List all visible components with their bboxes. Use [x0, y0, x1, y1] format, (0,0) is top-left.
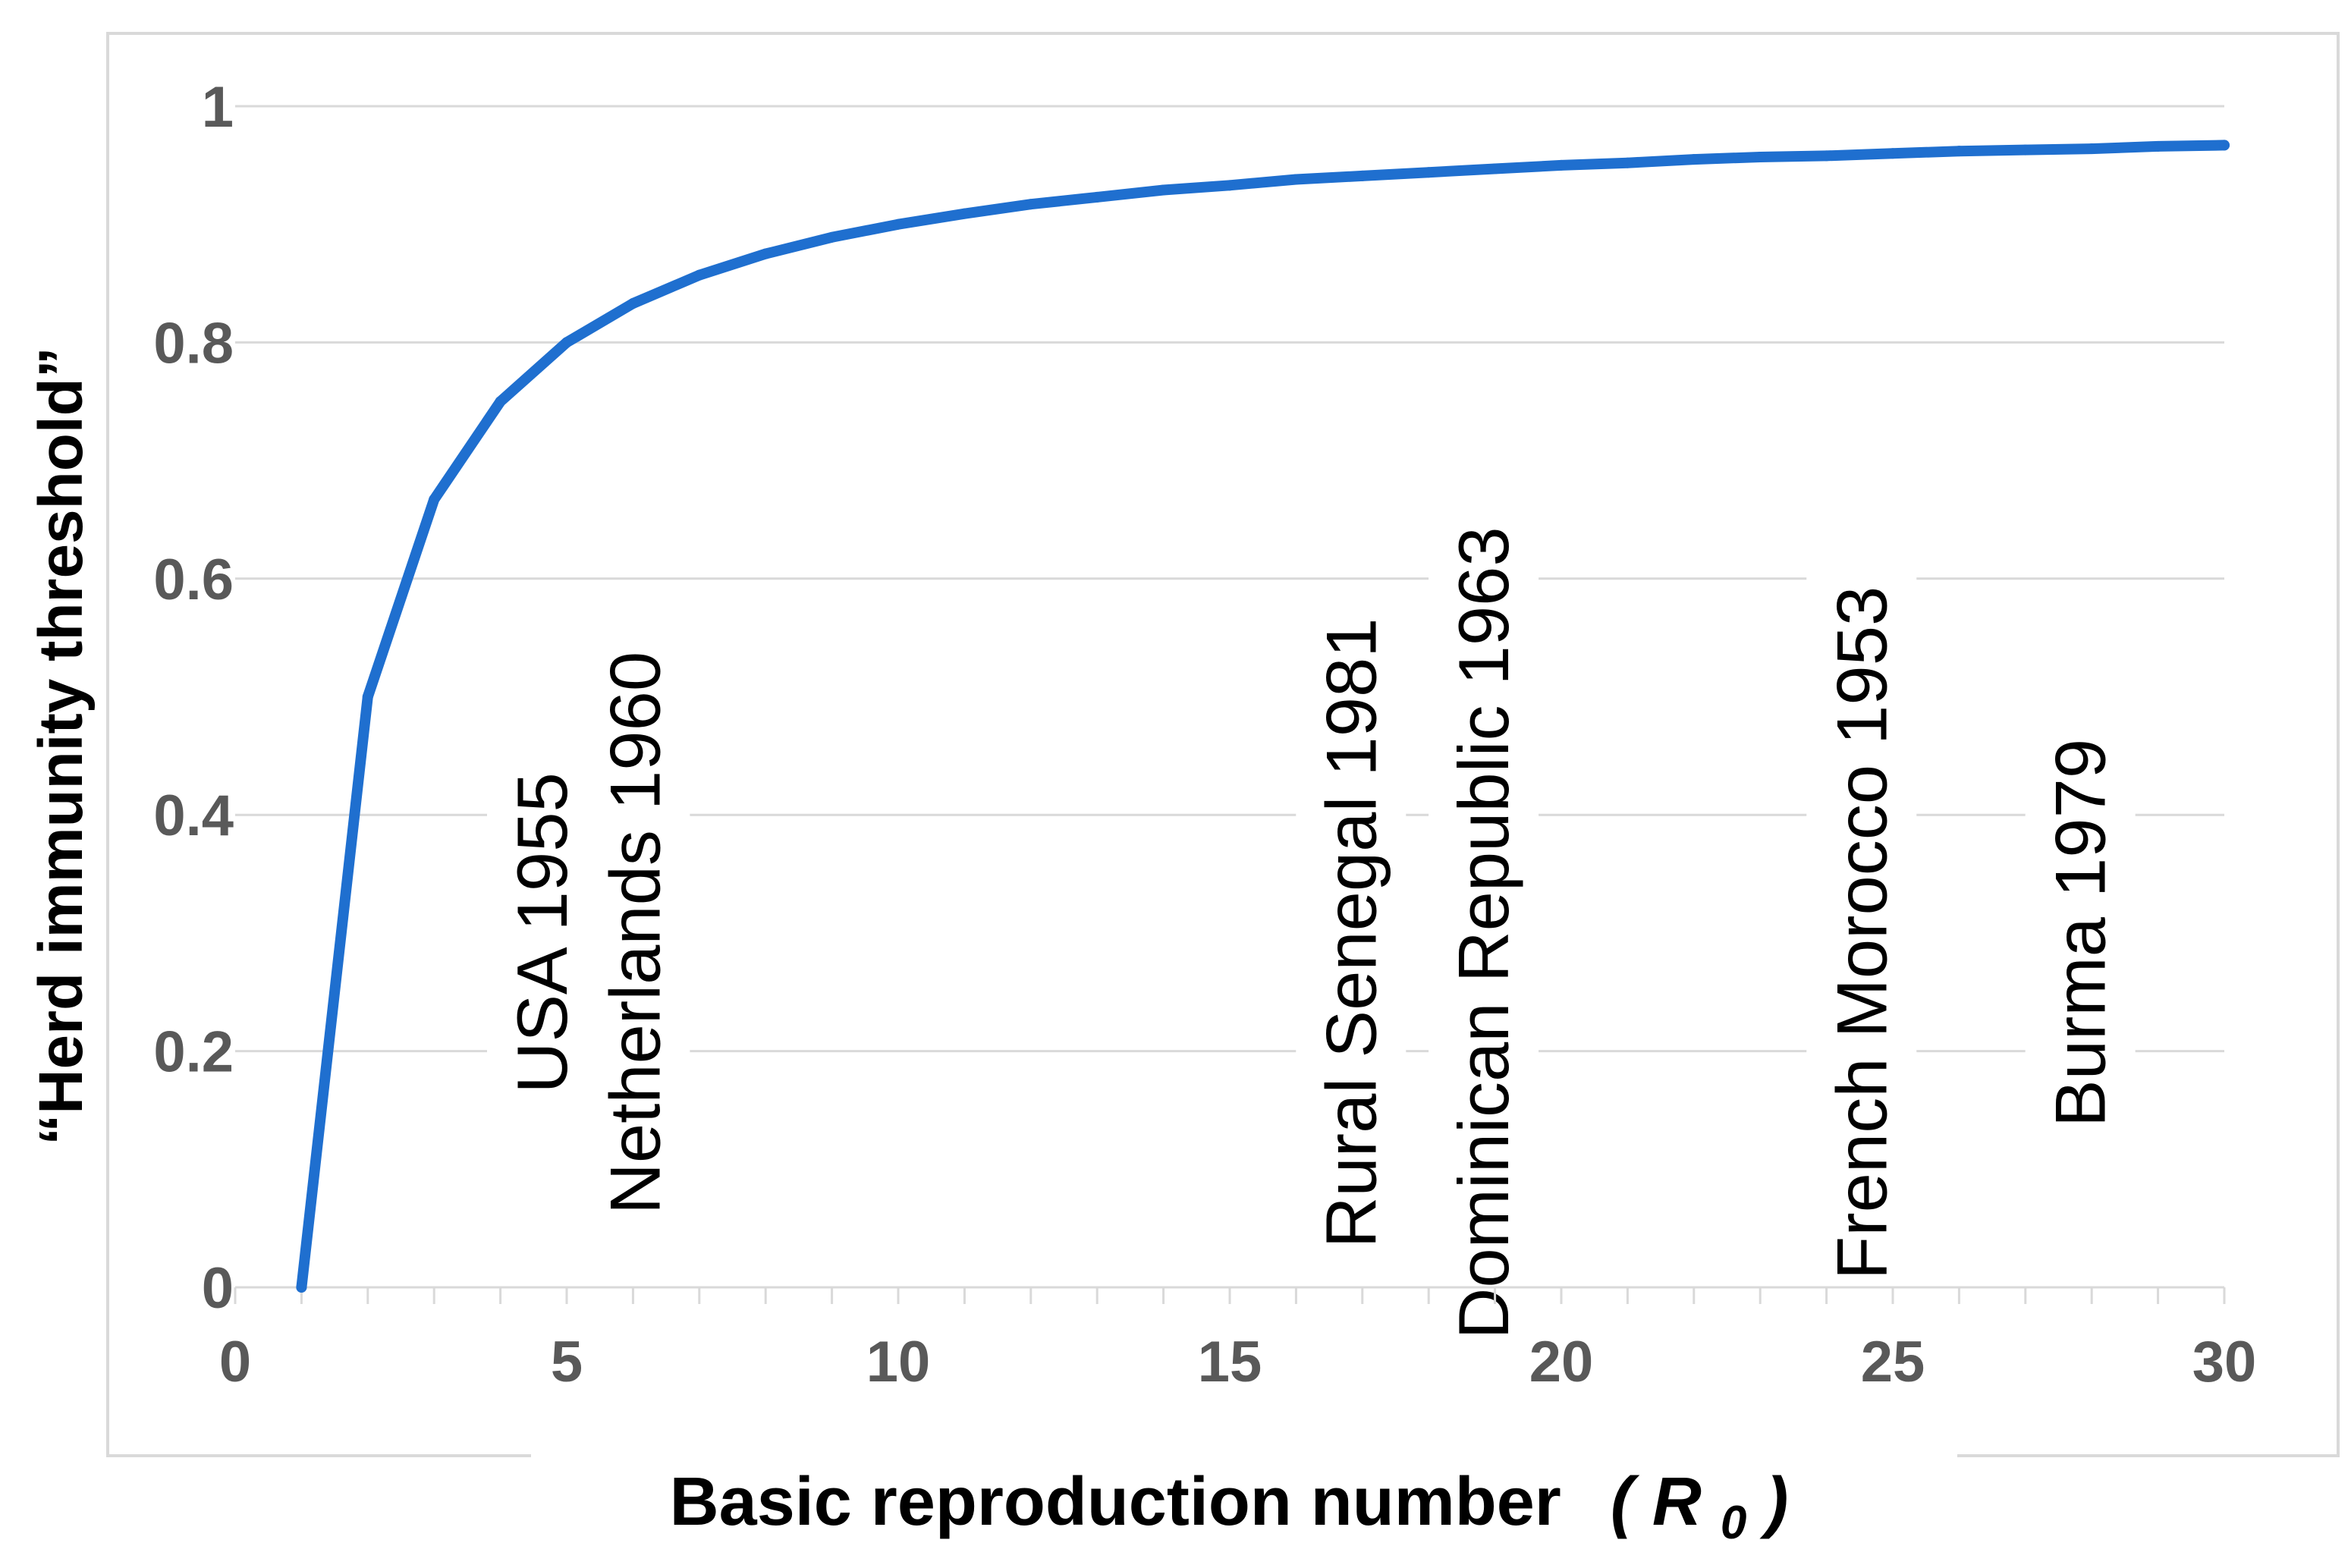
annotation-group: Dominican Republic 1963	[1429, 514, 1539, 1352]
axes: 0 5 10 15 20 25 30 0 0.2 0.4 0.6 0.8 1	[153, 75, 2256, 1394]
series-layer	[296, 140, 2230, 1293]
data-point	[362, 691, 373, 702]
x-axis-label-subscript: 0	[1721, 1497, 1746, 1549]
data-point	[760, 248, 772, 259]
y-tick-label: 0.6	[153, 548, 234, 612]
annotation-group: Burma 1979	[2025, 726, 2136, 1139]
annotation-label: Burma 1979	[2041, 739, 2120, 1127]
x-tick-label: 5	[551, 1330, 583, 1394]
data-point	[1290, 174, 1302, 185]
x-tick-label: 30	[2192, 1330, 2257, 1394]
data-point	[296, 1282, 307, 1293]
annotation-backdrop	[580, 639, 690, 1227]
data-point	[2152, 140, 2164, 152]
xlabel-backdrop	[531, 1445, 1957, 1468]
data-point	[959, 208, 970, 219]
chart-frame	[106, 32, 2340, 1457]
annotation-label: French Morocco 1953	[1821, 586, 1901, 1280]
data-point	[1092, 191, 1103, 203]
data-point	[1025, 199, 1036, 210]
annotation-backdrop	[1806, 573, 1917, 1293]
data-point	[1556, 159, 1567, 171]
data-point	[693, 269, 705, 281]
y-tick-label: 0	[202, 1256, 234, 1321]
y-tick-label: 1	[202, 75, 234, 140]
y-tick-label: 0.2	[153, 1020, 234, 1085]
x-axis-label-close: )	[1759, 1464, 1788, 1540]
data-point	[1356, 170, 1368, 181]
data-point	[1821, 150, 1832, 162]
data-point	[2086, 143, 2098, 155]
x-tick-label: 10	[866, 1330, 931, 1394]
data-point	[2219, 140, 2230, 151]
y-axis-label: “Herd immunity threshold”	[27, 347, 96, 1145]
x-tick-label: 15	[1198, 1330, 1262, 1394]
annotation-label: USA 1955	[502, 772, 582, 1093]
annotation-group: Rural Senegal 1981	[1296, 605, 1407, 1261]
data-point	[1755, 151, 1766, 162]
data-point	[1953, 146, 1965, 157]
y-tick-label: 0.4	[153, 784, 234, 848]
data-point	[826, 231, 838, 243]
x-axis-label-text: Basic reproduction number	[670, 1464, 1561, 1540]
data-point	[893, 218, 904, 230]
annotation-backdrop	[1296, 605, 1407, 1261]
x-tick-label: 25	[1861, 1330, 1925, 1394]
x-tick-label: 20	[1529, 1330, 1594, 1394]
x-axis-label-symbol: R	[1652, 1464, 1702, 1540]
data-point	[2019, 144, 2031, 156]
annotation-backdrop	[487, 760, 597, 1106]
data-point	[1688, 154, 1699, 165]
annotations: USA 1955 Netherlands 1960 Rural Senegal 19…	[487, 514, 2136, 1352]
data-point	[1489, 163, 1501, 174]
annotation-backdrop	[2025, 726, 2136, 1139]
data-point	[1158, 184, 1169, 196]
x-axis-label: Basic reproduction number ( R 0 )	[670, 1464, 1789, 1554]
data-point	[561, 337, 572, 348]
data-point	[1224, 180, 1235, 191]
annotation-label: Netherlands 1960	[595, 652, 674, 1214]
y-tick-label: 0.8	[153, 311, 234, 376]
data-point	[1887, 148, 1898, 159]
data-point	[429, 494, 440, 505]
data-point	[1622, 157, 1633, 168]
x-axis-label-gap: (	[1611, 1464, 1640, 1540]
data-point	[627, 298, 639, 310]
data-point	[1423, 167, 1435, 178]
annotation-backdrop	[1429, 514, 1539, 1352]
annotation-label: Dominican Republic 1963	[1444, 526, 1523, 1339]
x-tick-label: 0	[219, 1330, 251, 1394]
annotation-group: Netherlands 1960	[580, 639, 690, 1227]
series-line	[296, 140, 2230, 1293]
annotation-label: Rural Senegal 1981	[1311, 617, 1391, 1248]
annotation-group: USA 1955	[487, 760, 597, 1106]
data-point	[495, 396, 506, 407]
annotation-group: French Morocco 1953	[1806, 573, 1917, 1293]
